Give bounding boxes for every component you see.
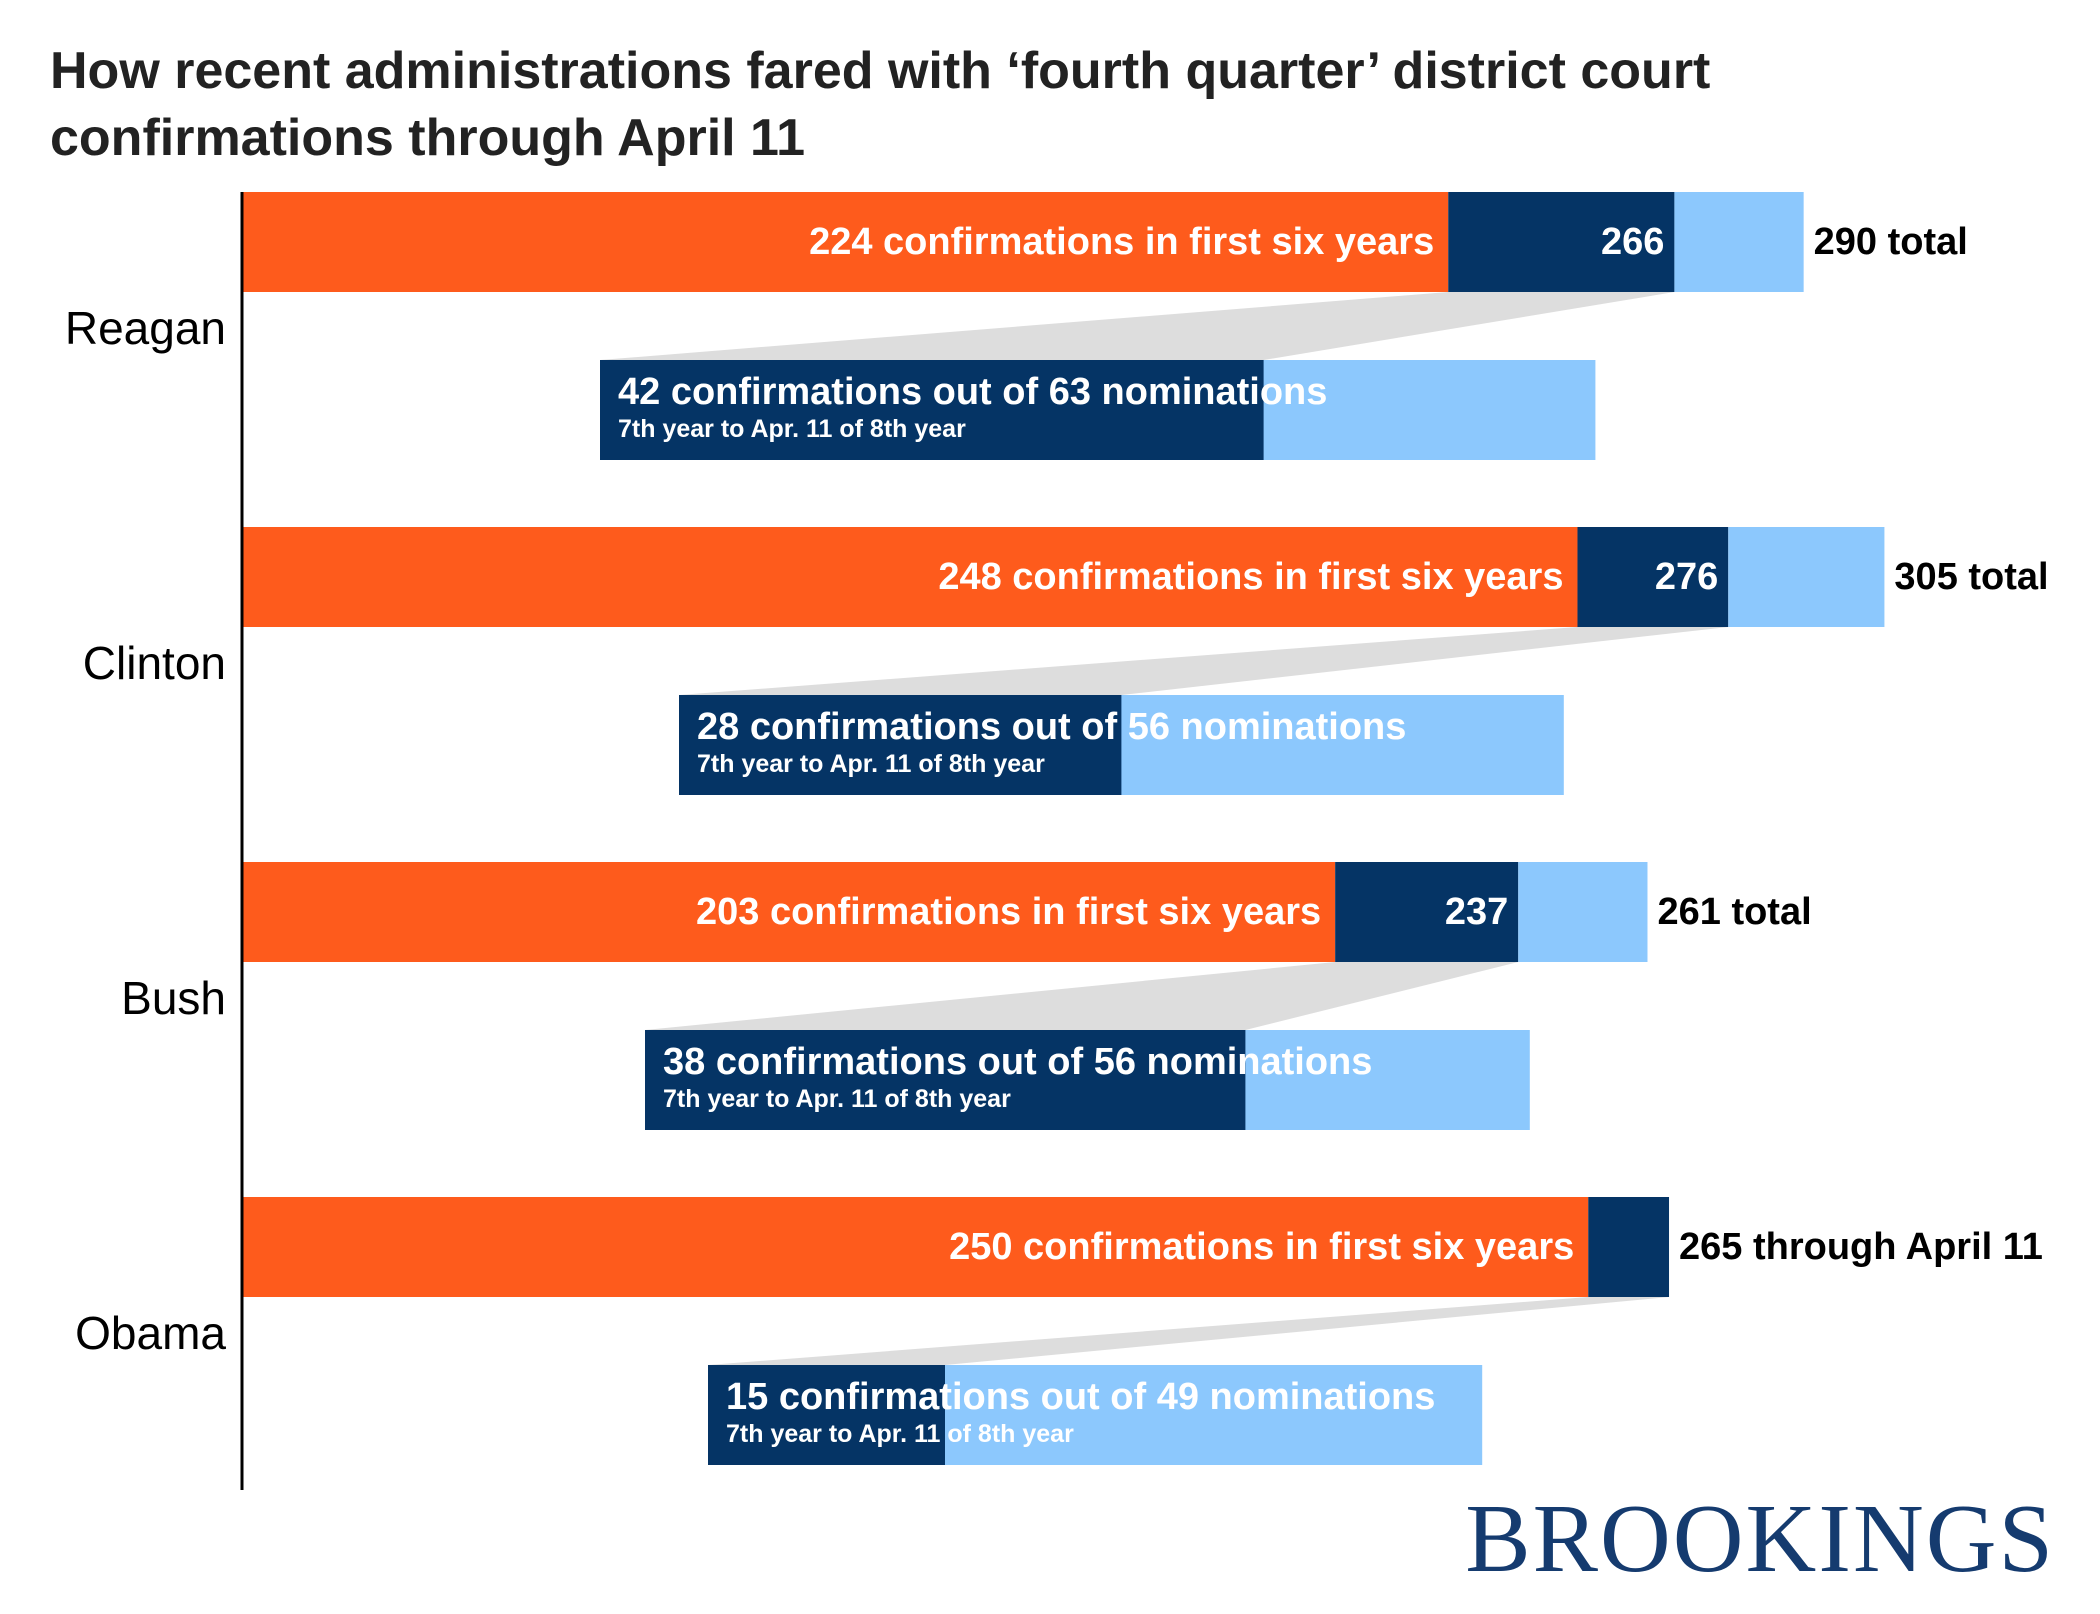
main-label-bush: 203 confirmations in first six years (696, 891, 1321, 933)
category-label-obama: Obama (75, 1307, 226, 1359)
bar-clinton-fourth-confirmations (679, 695, 1122, 795)
category-label-clinton: Clinton (83, 637, 226, 689)
mid-label-clinton: 276 (1655, 556, 1718, 598)
detail-sublabel-bush: 7th year to Apr. 11 of 8th year (663, 1085, 1011, 1113)
bar-bush-fourth-confirmations (645, 1030, 1246, 1130)
bar-clinton-first-six-years (242, 527, 1578, 627)
detail-sublabel-clinton: 7th year to Apr. 11 of 8th year (697, 750, 1045, 778)
mid-label-bush: 237 (1445, 891, 1508, 933)
label-layer: Reagan 224 confirmations in first six yea… (65, 221, 2049, 1448)
main-label-obama: 250 confirmations in first six years (949, 1226, 1574, 1268)
bar-clinton-through-april (1577, 527, 1729, 627)
bar-bush-remaining (1518, 862, 1648, 962)
end-label-bush: 261 total (1657, 891, 1811, 933)
detail-sublabel-reagan: 7th year to Apr. 11 of 8th year (618, 415, 966, 443)
bar-obama-fourth-confirmations (708, 1365, 945, 1465)
bar-obama-through-april (1588, 1197, 1670, 1297)
connector-layer (600, 292, 1729, 1365)
detail-label-obama: 15 confirmations out of 49 nominations (726, 1376, 1435, 1418)
connector-bush (645, 962, 1519, 1030)
end-label-reagan: 290 total (1814, 221, 1968, 263)
detail-label-reagan: 42 confirmations out of 63 nominations (618, 371, 1327, 413)
detail-label-clinton: 28 confirmations out of 56 nominations (697, 706, 1406, 748)
bar-bush-through-april (1335, 862, 1519, 962)
end-label-obama: 265 through April 11 (1679, 1226, 2043, 1268)
bar-obama-first-six-years (242, 1197, 1589, 1297)
connector-obama (708, 1297, 1670, 1365)
mid-label-reagan: 266 (1601, 221, 1664, 263)
main-label-reagan: 224 confirmations in first six years (809, 221, 1434, 263)
bar-layer (242, 192, 1885, 1465)
connector-clinton (679, 627, 1729, 695)
detail-label-bush: 38 confirmations out of 56 nominations (663, 1041, 1372, 1083)
end-label-clinton: 305 total (1894, 556, 2048, 598)
main-label-clinton: 248 confirmations in first six years (938, 556, 1563, 598)
chart-title: How recent administrations fared with ‘f… (50, 42, 1711, 167)
bar-reagan-through-april (1448, 192, 1675, 292)
brookings-logo: BROOKINGS (1465, 1485, 2055, 1593)
bar-reagan-fourth-confirmations (600, 360, 1264, 460)
bar-reagan-first-six-years (242, 192, 1449, 292)
connector-reagan (600, 292, 1675, 360)
category-label-reagan: Reagan (65, 302, 226, 354)
bar-clinton-remaining (1728, 527, 1885, 627)
category-label-bush: Bush (121, 972, 226, 1024)
detail-sublabel-obama: 7th year to Apr. 11 of 8th year (726, 1420, 1074, 1448)
bar-bush-first-six-years (242, 862, 1336, 962)
bar-reagan-remaining (1674, 192, 1804, 292)
